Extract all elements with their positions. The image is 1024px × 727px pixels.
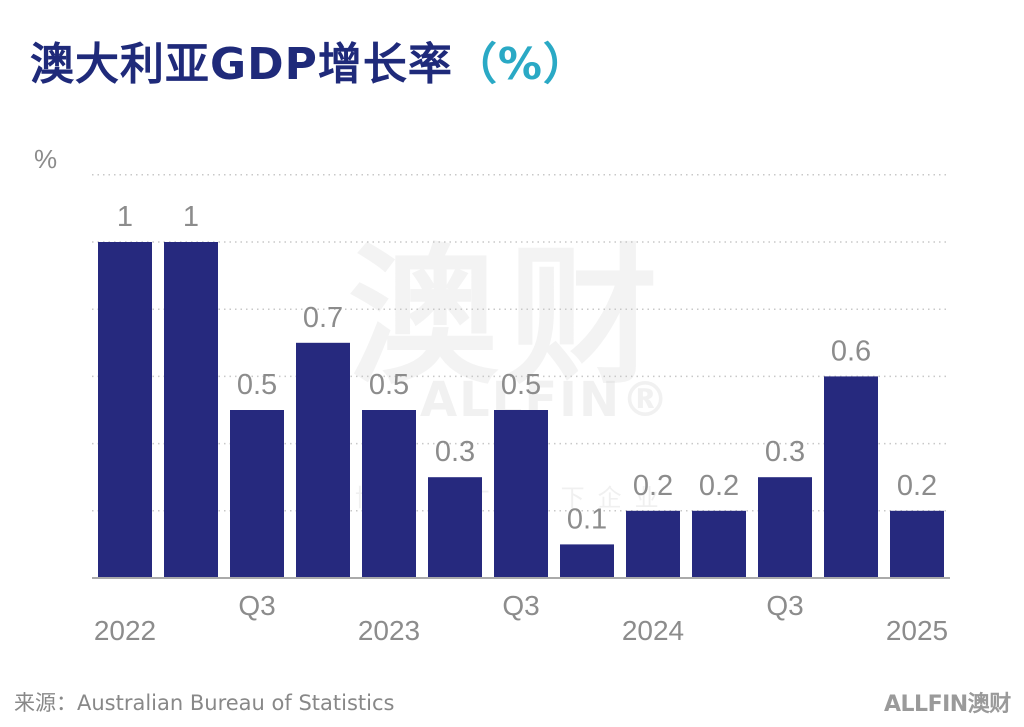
- y-axis-unit-label: %: [34, 144, 57, 174]
- footer-brand-logo: ALLFIN澳财: [884, 692, 1011, 717]
- bar: [758, 477, 812, 578]
- bar: [230, 410, 284, 578]
- bar: [362, 410, 416, 578]
- bar-value-label: 1: [117, 201, 133, 233]
- bar-value-label: 0.6: [831, 335, 871, 367]
- bar: [824, 376, 878, 578]
- bar-value-label: 0.1: [567, 503, 607, 535]
- bar: [692, 510, 746, 578]
- x-tick-label: 2022: [94, 615, 156, 646]
- x-tick-label: Q3: [238, 590, 275, 621]
- title-main: 澳大利亚GDP增长率: [30, 39, 453, 90]
- bar: [164, 242, 218, 578]
- bar-value-label: 0.5: [237, 369, 277, 401]
- bar: [626, 510, 680, 578]
- bar-value-label: 0.2: [897, 470, 937, 502]
- bar-value-label: 0.5: [501, 369, 541, 401]
- bar: [494, 410, 548, 578]
- title-unit: （%）: [452, 39, 588, 90]
- x-tick-label: 2025: [886, 615, 948, 646]
- bar-value-label: 0.5: [369, 369, 409, 401]
- x-tick-label: Q3: [502, 590, 539, 621]
- bar: [98, 242, 152, 578]
- x-tick-label: 2023: [358, 615, 420, 646]
- bar-value-label: 0.7: [303, 302, 343, 334]
- source-note: 来源：Australian Bureau of Statistics: [14, 691, 395, 715]
- bar-value-label: 0.2: [633, 470, 673, 502]
- x-tick-label: Q3: [766, 590, 803, 621]
- bar: [296, 342, 350, 578]
- bar-value-label: 0.3: [435, 436, 475, 468]
- bar: [890, 510, 944, 578]
- bar-value-label: 0.2: [699, 470, 739, 502]
- bar: [560, 544, 614, 578]
- bar-value-label: 0.3: [765, 436, 805, 468]
- chart-title: 澳大利亚GDP增长率（%）: [30, 28, 588, 92]
- bar: [428, 477, 482, 578]
- x-tick-label: 2024: [622, 615, 684, 646]
- bar-value-label: 1: [183, 201, 199, 233]
